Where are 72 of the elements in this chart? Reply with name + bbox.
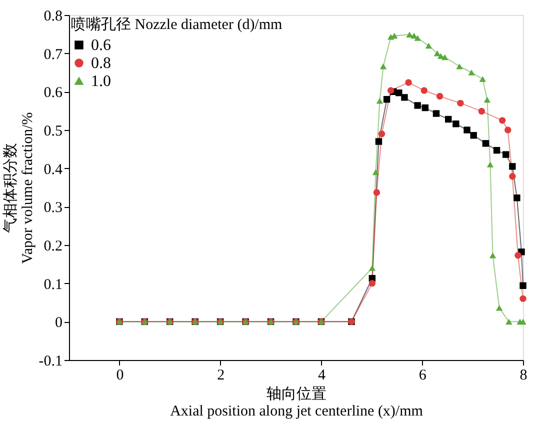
point [468,70,475,76]
point [482,140,490,147]
point [514,194,520,202]
y-tick-label: 0.5 [44,124,62,140]
point [456,63,463,70]
legend-label: 0.8 [91,55,111,72]
point [368,280,376,287]
point [504,126,512,134]
y-axis-title: 气相体积分数 Vapor volume fraction/% [2,112,36,264]
point [464,126,470,134]
x-axis-title: 轴向位置 Axial position along jet centerline (x)/mm [170,386,424,420]
point [478,108,485,115]
point [452,120,460,128]
point [479,76,486,82]
y-tick-label: -0.1 [38,354,62,370]
point [509,163,516,170]
legend-title: 喷嘴孔径 Nozzle diameter (d)/mm [71,16,283,33]
point [414,35,421,41]
y-tick-label: 0 [55,315,62,332]
point [484,96,491,103]
point [470,132,477,139]
point [425,42,432,49]
point [387,87,394,94]
y-tick-label: 0.8 [44,8,62,24]
y-tick-label: 0.4 [44,162,63,178]
y-tick-label: 0.3 [44,200,62,216]
point [410,32,418,39]
legend-label: 0.6 [91,37,111,54]
point [436,92,444,100]
point [520,282,526,289]
y-tick-label: 0.7 [44,46,63,63]
point [441,54,448,60]
point [401,94,408,101]
point [489,252,496,258]
point [405,79,412,86]
point [375,138,382,145]
point [514,252,522,259]
point [520,295,526,302]
point [406,32,413,38]
point [432,110,440,117]
point [506,318,512,325]
point [396,89,402,96]
point [376,98,384,104]
point [498,117,506,124]
point [496,304,503,311]
point [391,32,398,39]
point [486,162,494,168]
x-tick-label: 2 [217,368,225,384]
y-tick-label: 0.1 [44,276,62,293]
x-tick-label: 4 [318,368,326,384]
point [422,104,428,112]
legend-label: 1.0 [91,73,111,90]
x-tick-label: 8 [520,368,528,384]
point [437,53,444,59]
point [373,189,380,196]
point [368,265,376,271]
point [380,63,387,70]
y-tick-label: 0.2 [44,238,62,254]
x-tick-label: 6 [418,368,427,384]
point [502,151,510,158]
point [493,146,500,154]
point [383,96,390,103]
point [420,87,428,94]
point [378,130,386,138]
point [372,169,380,176]
y-tick-label: 0.6 [44,85,63,102]
x-tick-label: 0 [116,368,124,384]
point [509,173,516,180]
point [444,116,452,123]
point [457,100,464,107]
point [414,102,421,109]
point [520,318,526,325]
